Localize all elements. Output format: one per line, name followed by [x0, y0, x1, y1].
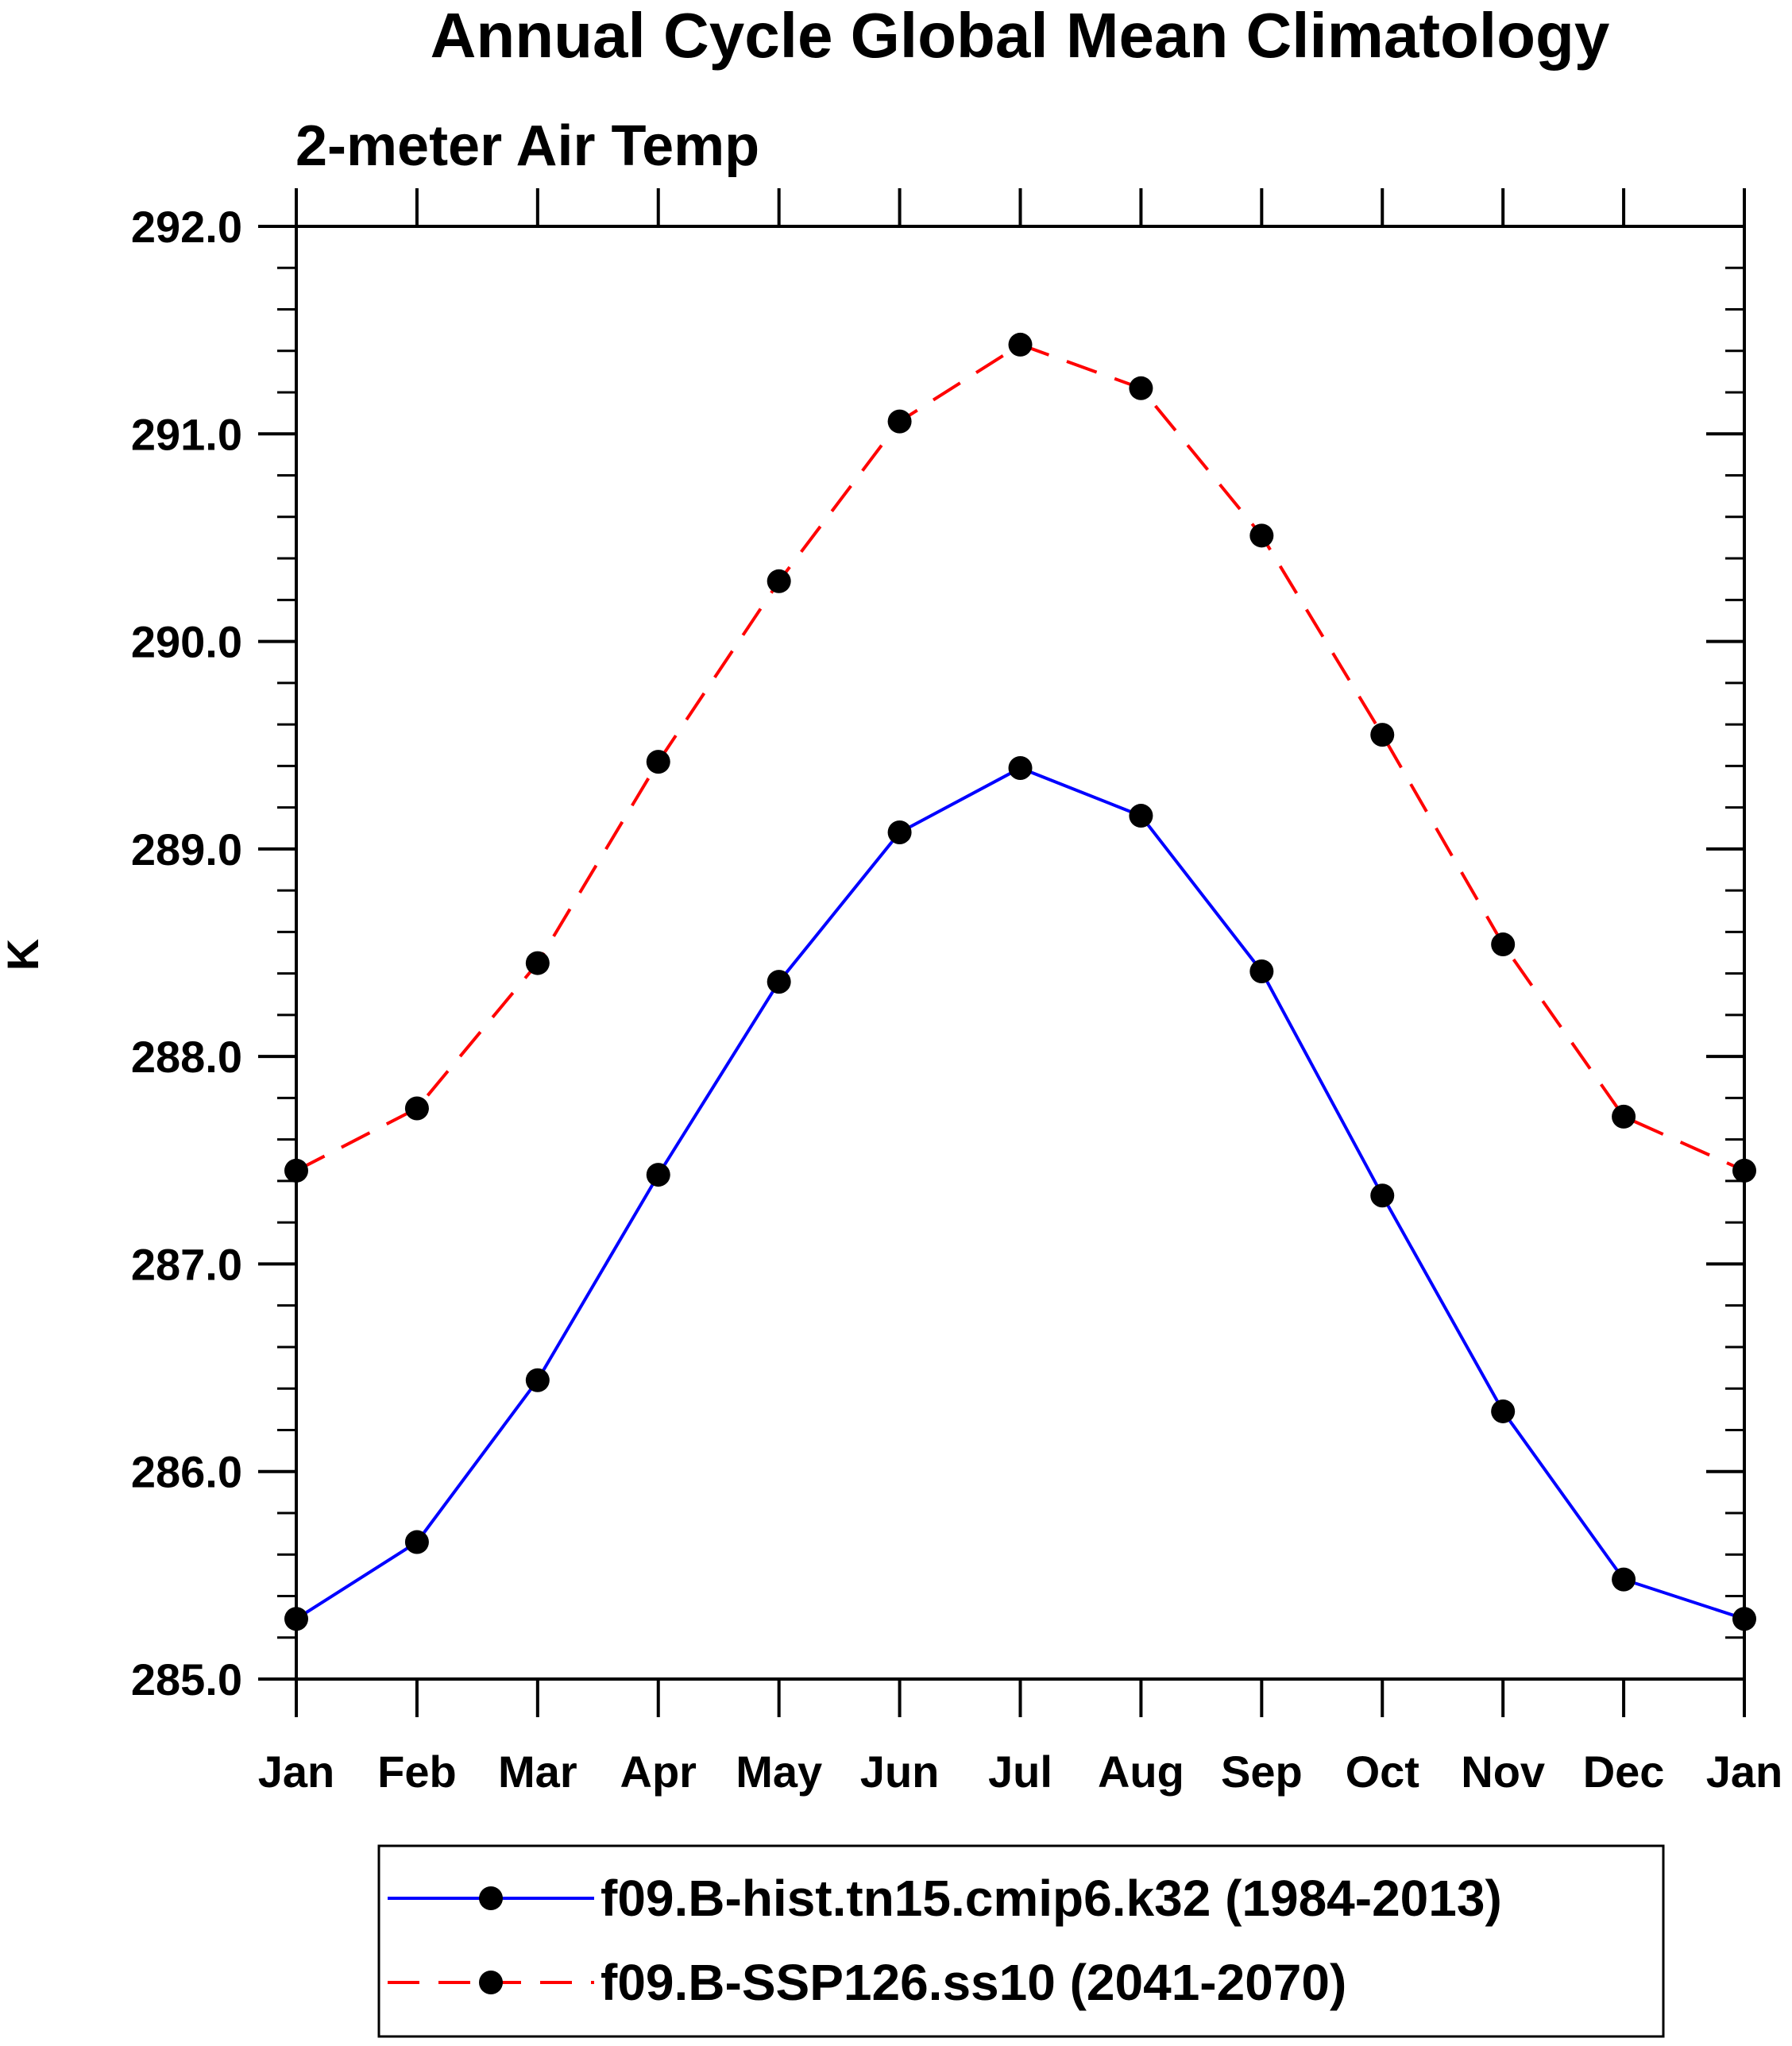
series-1-point	[1249, 959, 1274, 984]
series-2-point	[1129, 376, 1153, 400]
x-tick-label: Jan	[1706, 1747, 1783, 1797]
x-tick-label: Nov	[1461, 1747, 1545, 1797]
series-2-point	[525, 951, 550, 975]
series-points	[284, 332, 1756, 1631]
series-1-point	[1491, 1399, 1516, 1423]
series-1-point	[1732, 1607, 1756, 1631]
series-1-point	[1129, 804, 1153, 828]
series-1-point	[404, 1530, 429, 1554]
x-tick-label: Mar	[498, 1747, 577, 1797]
y-tick-label: 288.0	[131, 1032, 242, 1082]
y-tick-label: 286.0	[131, 1447, 242, 1497]
y-tick-label: 287.0	[131, 1239, 242, 1289]
x-tick-labels: Jan Feb Mar Apr May Jun Jul Aug Sep Oct Nov Dec Jan	[258, 1747, 1783, 1797]
series-1-point	[646, 1163, 670, 1187]
y-tick-label: 292.0	[131, 202, 242, 252]
x-tick-label: Jan	[258, 1747, 335, 1797]
x-tick-label: Jul	[988, 1747, 1052, 1797]
plot-frame	[295, 225, 1746, 1681]
series-2-point	[887, 409, 912, 434]
series-2-point	[1491, 932, 1516, 957]
legend-marker-2	[479, 1971, 503, 1994]
legend-marker-1	[479, 1886, 503, 1910]
series-2-point	[1249, 523, 1274, 548]
x-tick-label: Jun	[860, 1747, 940, 1797]
x-tick-label: Sep	[1221, 1747, 1303, 1797]
legend-label-2: f09.B-SSP126.ss10 (2041-2070)	[601, 1954, 1346, 2011]
series-1-point	[1612, 1567, 1636, 1592]
series-1-point	[525, 1368, 550, 1392]
y-tick-label: 290.0	[131, 617, 242, 667]
x-tick-label: Oct	[1346, 1747, 1419, 1797]
series-2-point	[404, 1096, 429, 1121]
series-2-point	[1370, 723, 1395, 747]
series-2-point	[284, 1158, 308, 1183]
x-tick-label: May	[736, 1747, 822, 1797]
y-tick-label: 291.0	[131, 409, 242, 459]
axis-ticks	[258, 188, 1746, 1717]
chart-title: Annual Cycle Global Mean Climatology	[431, 0, 1610, 71]
series-lines	[295, 342, 1745, 1621]
series-2-point	[767, 569, 791, 593]
series-1-point	[1008, 755, 1033, 780]
series-line-1	[295, 766, 1745, 1621]
series-2-point	[1732, 1158, 1756, 1183]
series-1-point	[1370, 1183, 1395, 1208]
x-tick-label: Feb	[377, 1747, 457, 1797]
y-axis-label: K	[0, 939, 48, 971]
y-tick-labels: 285.0 286.0 287.0 288.0 289.0 290.0 291.0 292.0	[131, 202, 242, 1704]
series-2-point	[1612, 1104, 1636, 1129]
series-1-point	[284, 1607, 308, 1631]
legend-label-1: f09.B-hist.tn15.cmip6.k32 (1984-2013)	[601, 1870, 1502, 1927]
chart-subtitle: 2-meter Air Temp	[295, 114, 759, 178]
y-tick-label: 285.0	[131, 1654, 242, 1704]
x-tick-label: Dec	[1583, 1747, 1665, 1797]
legend-box	[377, 1844, 1665, 2038]
series-2-point	[646, 750, 670, 774]
series-2-point	[1008, 332, 1033, 357]
series-1-point	[767, 970, 791, 994]
x-tick-label: Apr	[620, 1747, 697, 1797]
legend: f09.B-hist.tn15.cmip6.k32 (1984-2013) f09…	[377, 1844, 1665, 2038]
x-tick-label: Aug	[1098, 1747, 1184, 1797]
series-1-point	[887, 820, 912, 844]
y-tick-label: 289.0	[131, 824, 242, 874]
